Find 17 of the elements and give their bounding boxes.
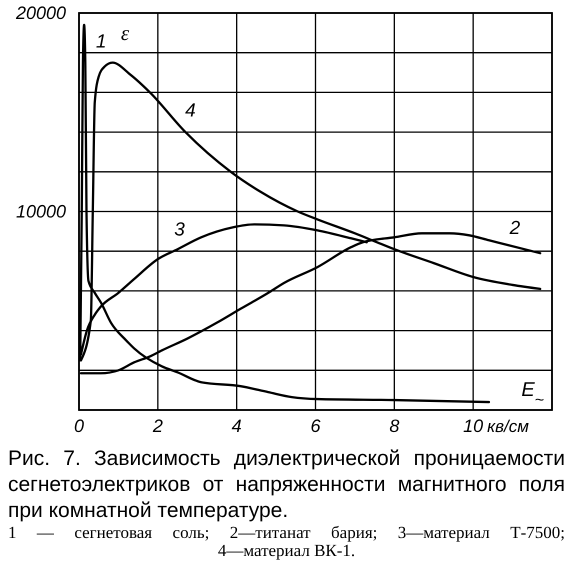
y-tick-label: 10000 [16,202,66,222]
series-label: 2 [508,218,521,239]
x-tick-label: 10 [463,416,484,436]
text: Рис. 7. Зависимость диэлектрической проницаемости сегнетоэлектриков от напряженности магнитного поля при комнатной температуре. [8,446,565,524]
text: кв/см [487,416,530,436]
x-tick-label: 8 [389,416,400,436]
x-tick-label: 4 [232,416,242,436]
x-tick-label: 2 [152,416,163,436]
y-tick-label: 20000 [14,3,66,23]
y-axis-title: ε [120,21,130,45]
series-label: 4 [185,100,196,122]
x-tick-label: 6 [310,416,322,436]
text: 1 — сегнетовая соль; 2—титанат бария; 3—материал Т-7500; 4—материал ВК-1. [8,523,565,560]
x-axis-title: E$_{~}$ [521,379,544,408]
series-label: 1 [96,31,106,52]
x-tick-label: 0 [74,416,84,436]
series-label: 3 [174,220,186,241]
